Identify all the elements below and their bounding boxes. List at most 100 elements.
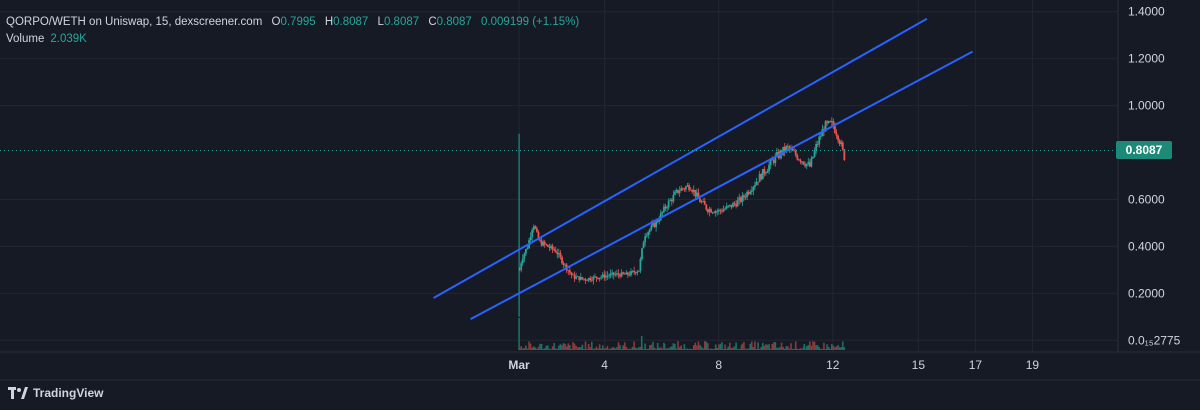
candle-body xyxy=(714,211,717,214)
time-axis[interactable]: Mar 4 8 12 15 17 19 xyxy=(508,358,1039,372)
candle-body xyxy=(540,240,543,246)
volume-bar xyxy=(772,342,775,350)
volume-bar xyxy=(782,347,784,350)
volume-bar xyxy=(539,343,541,350)
tradingview-brand[interactable]: TradingView xyxy=(8,386,103,400)
volume-bar xyxy=(531,347,533,350)
volume-bar xyxy=(829,348,832,350)
x-tick-label: 12 xyxy=(826,358,840,372)
candle-body xyxy=(837,135,839,141)
candle-body xyxy=(626,272,629,275)
candle-body xyxy=(843,149,846,161)
candle-body xyxy=(559,253,562,257)
volume-bar xyxy=(633,341,635,350)
volume-bar xyxy=(550,348,552,350)
candle-body xyxy=(584,279,587,281)
volume-bar xyxy=(583,348,585,350)
volume-bar xyxy=(542,348,544,350)
candle-body xyxy=(826,121,828,123)
candle-body xyxy=(550,245,552,248)
volume-bar xyxy=(578,347,581,350)
candle-body xyxy=(586,280,588,282)
channel-line-upper xyxy=(433,17,928,299)
volume-bar xyxy=(523,347,526,350)
candle-body xyxy=(672,194,675,202)
volume-bar xyxy=(622,345,624,350)
volume-bar xyxy=(548,348,551,350)
volume-bar xyxy=(625,346,628,350)
candle-body xyxy=(589,278,592,281)
candle-body xyxy=(534,226,537,229)
candle-body xyxy=(730,204,733,208)
candle-body xyxy=(708,209,711,213)
volume-bar xyxy=(614,348,617,350)
candle-body xyxy=(685,186,687,190)
price-axis[interactable]: 1.4000 1.2000 1.0000 0.6000 0.4000 0.2000 0.0₁… xyxy=(1128,5,1181,348)
volume-bar xyxy=(763,345,766,350)
candle-body xyxy=(747,191,750,194)
volume-spike xyxy=(663,344,666,350)
candle-body xyxy=(710,209,712,213)
volume-bar xyxy=(777,347,780,350)
y-tick-label: 1.4000 xyxy=(1128,5,1165,19)
volume-bar xyxy=(702,348,704,350)
volume-bar xyxy=(565,346,568,350)
candle-body xyxy=(531,230,534,237)
chart-legend: QORPO/WETH on Uniswap, 15, dexscreener.c… xyxy=(6,14,579,48)
candle-body xyxy=(786,146,789,147)
channel-line-lower xyxy=(470,50,974,321)
candle-body xyxy=(681,188,684,189)
open-value: 0.7995 xyxy=(280,16,316,28)
candle-body xyxy=(557,253,560,255)
volume-bar xyxy=(590,341,593,350)
volume-bar xyxy=(529,343,532,350)
y-tick-label: 1.2000 xyxy=(1128,52,1165,66)
candle-body xyxy=(840,142,843,145)
candle-body xyxy=(771,159,774,161)
candle-body xyxy=(611,272,614,274)
volume-bar xyxy=(576,347,579,350)
volume-bar xyxy=(589,347,592,350)
volume-spike xyxy=(740,345,743,350)
trend-channel[interactable] xyxy=(433,17,974,321)
volume-bar xyxy=(556,348,559,350)
low-value: 0.8087 xyxy=(383,16,420,28)
volume-bar xyxy=(809,341,811,350)
volume-bar xyxy=(738,348,741,350)
volume-bar xyxy=(787,346,789,350)
volume-spike xyxy=(640,336,643,350)
volume-bar xyxy=(570,348,573,350)
candle-body xyxy=(641,248,643,259)
candle-body xyxy=(802,161,805,165)
last-price-tag: 0.8087 xyxy=(1116,141,1172,160)
candle-body xyxy=(587,278,590,281)
candle-body xyxy=(526,248,529,250)
volume-bar xyxy=(827,347,830,350)
volume-bar xyxy=(801,348,803,350)
candle-body xyxy=(824,121,827,132)
candle-body xyxy=(807,162,810,164)
volume-bar xyxy=(724,344,726,350)
candle-body xyxy=(830,121,833,122)
candle-body xyxy=(812,156,814,159)
volume-bar xyxy=(757,342,759,350)
volume-bar xyxy=(562,343,565,350)
volume-bar xyxy=(741,343,744,350)
symbol-title[interactable]: QORPO/WETH on Uniswap, 15, dexscreener.c… xyxy=(6,16,263,28)
volume-bar xyxy=(649,345,651,350)
volume-bar xyxy=(612,347,615,350)
candle-body xyxy=(532,226,535,231)
candle-body xyxy=(583,278,585,280)
volume-bar xyxy=(768,344,770,350)
volume-bar xyxy=(821,348,824,350)
close-value: 0.8087 xyxy=(436,16,472,28)
candle-body xyxy=(725,205,728,209)
candle-body xyxy=(692,189,695,192)
volume-bar xyxy=(623,342,626,350)
volume-bar xyxy=(813,341,816,350)
volume-bar xyxy=(609,348,612,350)
candle-body xyxy=(716,211,719,212)
volume-bar xyxy=(631,346,634,350)
candle-body xyxy=(619,274,621,277)
